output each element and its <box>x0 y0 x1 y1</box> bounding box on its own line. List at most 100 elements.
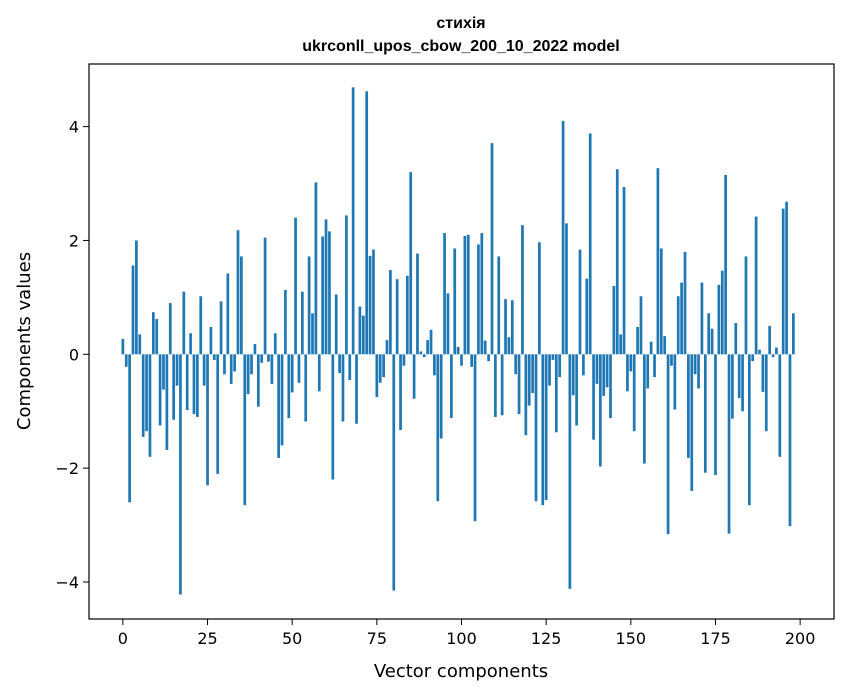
bar-118 <box>521 225 524 355</box>
bar-74 <box>372 249 375 355</box>
bar-159 <box>659 248 663 355</box>
bar-141 <box>598 354 602 467</box>
bar-138 <box>588 133 592 355</box>
bar-191 <box>768 325 772 355</box>
bar-194 <box>778 354 782 457</box>
bar-65 <box>341 354 345 422</box>
bar-84 <box>405 275 409 355</box>
bar-198 <box>792 313 795 355</box>
bar-28 <box>216 354 220 474</box>
bar-series <box>121 87 795 595</box>
bar-135 <box>578 249 582 355</box>
bar-39 <box>253 344 257 355</box>
bar-137 <box>585 278 589 355</box>
y-axis-label: Components values <box>14 252 35 430</box>
bar-175 <box>714 354 717 475</box>
bar-88 <box>419 351 423 355</box>
bar-166 <box>683 251 687 355</box>
bar-82 <box>399 354 402 431</box>
bar-170 <box>697 354 700 389</box>
bar-182 <box>737 354 741 399</box>
x-axis-ticks: 0 25 50 75 100 125 150 175 200 <box>118 619 816 648</box>
bar-152 <box>636 326 639 355</box>
bar-52 <box>297 354 301 383</box>
bar-165 <box>680 282 683 355</box>
bar-47 <box>280 354 284 446</box>
bar-57 <box>314 182 318 355</box>
bar-27 <box>212 354 216 360</box>
x-tick-label: 200 <box>785 629 816 648</box>
bar-168 <box>690 354 694 491</box>
bar-45 <box>273 333 277 355</box>
bar-25 <box>206 354 209 486</box>
bar-108 <box>487 354 490 362</box>
bar-2 <box>128 354 131 503</box>
bar-79 <box>389 270 392 355</box>
bar-58 <box>317 354 321 392</box>
bar-155 <box>646 354 650 389</box>
bar-26 <box>209 326 213 355</box>
bar-51 <box>294 217 297 355</box>
y-tick-label: 0 <box>69 345 79 364</box>
bar-3 <box>131 265 135 355</box>
x-tick-label: 25 <box>197 629 217 648</box>
bar-98 <box>453 248 457 355</box>
bar-42 <box>263 237 267 355</box>
bar-0 <box>121 338 125 355</box>
bar-173 <box>707 313 711 355</box>
bar-64 <box>338 354 341 374</box>
bar-34 <box>236 230 240 355</box>
bar-102 <box>466 234 470 355</box>
bar-174 <box>710 328 714 355</box>
bar-117 <box>517 354 521 415</box>
bar-123 <box>538 242 541 355</box>
bar-67 <box>348 354 352 380</box>
bar-147 <box>619 334 623 355</box>
bar-190 <box>764 354 768 432</box>
bar-77 <box>382 354 385 378</box>
bar-16 <box>175 354 179 386</box>
bar-14 <box>168 303 172 355</box>
bar-121 <box>531 354 534 394</box>
bar-111 <box>497 256 501 355</box>
bar-49 <box>287 354 291 419</box>
bar-131 <box>565 223 568 355</box>
bar-189 <box>761 354 765 392</box>
bar-197 <box>788 354 792 527</box>
bar-160 <box>663 336 667 355</box>
bar-15 <box>172 354 176 420</box>
bar-163 <box>673 354 677 410</box>
bar-136 <box>582 354 585 376</box>
bar-167 <box>687 354 690 458</box>
bar-100 <box>460 354 463 366</box>
bar-156 <box>649 341 653 355</box>
bar-41 <box>260 354 264 363</box>
x-tick-label: 175 <box>700 629 731 648</box>
bar-63 <box>334 294 338 355</box>
bar-20 <box>189 333 192 355</box>
bar-19 <box>185 354 189 411</box>
bar-134 <box>575 354 578 426</box>
bar-31 <box>226 273 230 355</box>
bar-196 <box>785 201 788 355</box>
bar-126 <box>548 354 551 386</box>
bar-146 <box>615 169 619 355</box>
bar-70 <box>358 306 362 355</box>
bar-171 <box>700 282 704 355</box>
bar-151 <box>632 354 636 432</box>
bar-69 <box>355 354 358 424</box>
y-tick-label: 4 <box>69 118 79 137</box>
bar-122 <box>534 354 538 502</box>
bar-183 <box>741 354 744 412</box>
bar-116 <box>514 354 518 375</box>
y-axis-ticks: −4 −2 0 2 4 <box>55 118 89 592</box>
y-tick-label: 2 <box>69 231 79 250</box>
bar-36 <box>243 354 247 506</box>
bar-72 <box>365 91 369 355</box>
bar-73 <box>368 255 372 355</box>
bar-150 <box>629 354 633 372</box>
bar-91 <box>429 329 433 355</box>
bar-90 <box>426 340 429 355</box>
bar-55 <box>307 256 311 355</box>
y-tick-label: −2 <box>55 459 79 478</box>
